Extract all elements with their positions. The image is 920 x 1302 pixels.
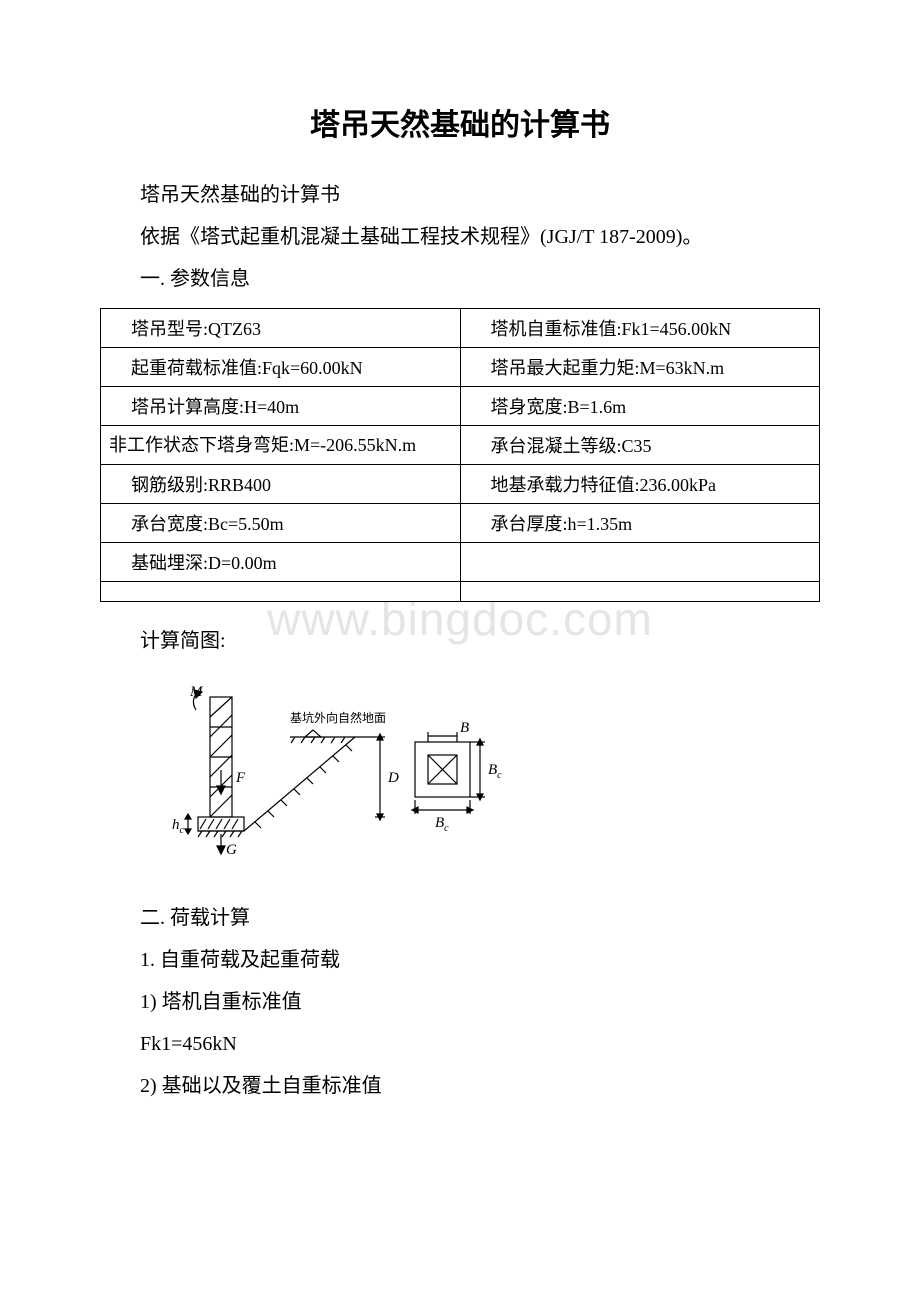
calculation-diagram: M F hc G D B Bc Bc 基坑外向自然地面 xyxy=(160,682,820,867)
param-cell: 钢筋级别:RRB400 xyxy=(101,465,461,504)
diagram-label: 计算简图: xyxy=(100,620,820,662)
diagram-label-b: B xyxy=(460,720,469,736)
diagram-label-bc-bottom: Bc xyxy=(435,815,449,834)
param-cell: 塔身宽度:B=1.6m xyxy=(460,387,820,426)
table-row: 塔吊计算高度:H=40m 塔身宽度:B=1.6m xyxy=(101,387,820,426)
param-cell xyxy=(460,582,820,602)
section1-heading: 一. 参数信息 xyxy=(100,258,820,300)
param-cell: 承台混凝土等级:C35 xyxy=(460,426,820,465)
s2-h2: 1) 塔机自重标准值 xyxy=(100,981,820,1023)
table-row: 起重荷载标准值:Fqk=60.00kN 塔吊最大起重力矩:M=63kN.m xyxy=(101,348,820,387)
diagram-label-bc-right: Bc xyxy=(488,762,502,781)
subtitle-line: 塔吊天然基础的计算书 xyxy=(100,174,820,216)
param-cell: 基础埋深:D=0.00m xyxy=(101,543,461,582)
diagram-label-m: M xyxy=(189,684,204,700)
diagram-label-f: F xyxy=(235,770,246,786)
s2-h3: 2) 基础以及覆土自重标准值 xyxy=(100,1065,820,1107)
param-cell: 承台宽度:Bc=5.50m xyxy=(101,504,461,543)
diagram-svg: M F hc G D B Bc Bc 基坑外向自然地面 xyxy=(160,682,520,862)
param-cell: 非工作状态下塔身弯矩:M=-206.55kN.m xyxy=(101,426,461,465)
basis-line: 依据《塔式起重机混凝土基础工程技术规程》(JGJ/T 187-2009)。 xyxy=(100,216,820,258)
param-cell: 起重荷载标准值:Fqk=60.00kN xyxy=(101,348,461,387)
param-cell: 承台厚度:h=1.35m xyxy=(460,504,820,543)
table-row xyxy=(101,582,820,602)
diagram-label-d: D xyxy=(387,770,399,786)
document-content: 塔吊天然基础的计算书 塔吊天然基础的计算书 依据《塔式起重机混凝土基础工程技术规… xyxy=(100,100,820,1107)
diagram-label-excavation: 基坑外向自然地面 xyxy=(290,710,386,725)
table-row: 承台宽度:Bc=5.50m 承台厚度:h=1.35m xyxy=(101,504,820,543)
param-cell: 地基承载力特征值:236.00kPa xyxy=(460,465,820,504)
section2-heading: 二. 荷载计算 xyxy=(100,897,820,939)
parameters-table: 塔吊型号:QTZ63 塔机自重标准值:Fk1=456.00kN 起重荷载标准值:… xyxy=(100,308,820,602)
table-row: 钢筋级别:RRB400 地基承载力特征值:236.00kPa xyxy=(101,465,820,504)
param-cell xyxy=(101,582,461,602)
param-cell xyxy=(460,543,820,582)
page-title: 塔吊天然基础的计算书 xyxy=(100,100,820,144)
table-row: 塔吊型号:QTZ63 塔机自重标准值:Fk1=456.00kN xyxy=(101,309,820,348)
diagram-label-hc: hc xyxy=(172,817,185,836)
param-cell: 塔吊型号:QTZ63 xyxy=(101,309,461,348)
s2-v1: Fk1=456kN xyxy=(100,1023,820,1065)
param-cell: 塔机自重标准值:Fk1=456.00kN xyxy=(460,309,820,348)
param-cell: 塔吊最大起重力矩:M=63kN.m xyxy=(460,348,820,387)
param-cell: 塔吊计算高度:H=40m xyxy=(101,387,461,426)
table-row: 基础埋深:D=0.00m xyxy=(101,543,820,582)
table-row: 非工作状态下塔身弯矩:M=-206.55kN.m 承台混凝土等级:C35 xyxy=(101,426,820,465)
diagram-label-g: G xyxy=(226,842,237,858)
s2-h1: 1. 自重荷载及起重荷载 xyxy=(100,939,820,981)
